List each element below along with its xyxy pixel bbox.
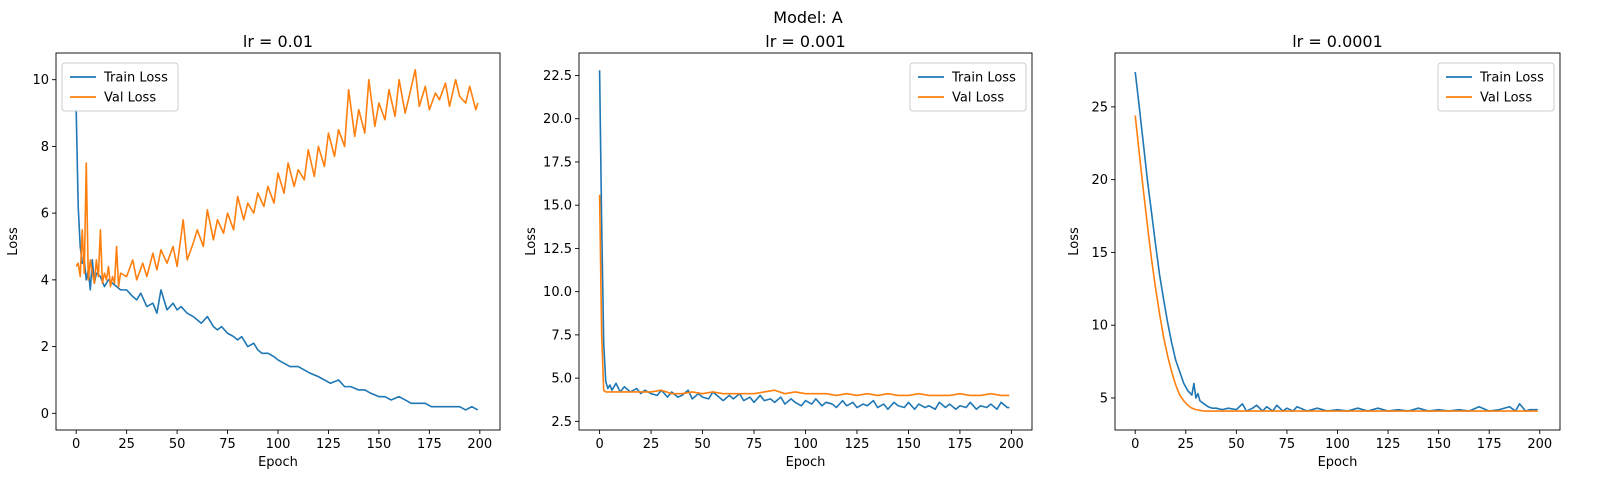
x-tick-label: 175 bbox=[417, 437, 442, 452]
legend-box bbox=[1437, 62, 1555, 112]
x-tick-label: 25 bbox=[643, 437, 660, 452]
y-tick-label: 17.5 bbox=[543, 155, 572, 170]
y-tick-label: 10.0 bbox=[543, 285, 572, 300]
chart-title: lr = 0.0001 bbox=[1292, 32, 1383, 51]
x-tick-label: 200 bbox=[467, 437, 492, 452]
series-line-train-loss bbox=[75, 109, 479, 411]
x-tick-label: 100 bbox=[1325, 437, 1350, 452]
legend: Train Loss Val Loss bbox=[909, 62, 1027, 112]
y-tick-label: 2.5 bbox=[551, 415, 572, 430]
x-tick-label: 100 bbox=[793, 437, 818, 452]
x-tick-label: 175 bbox=[1477, 437, 1502, 452]
legend-box bbox=[61, 62, 179, 112]
legend: Train Loss Val Loss bbox=[1437, 62, 1555, 112]
y-tick-label: 22.5 bbox=[543, 69, 572, 84]
y-tick-label: 4 bbox=[41, 273, 49, 288]
y-tick-label: 5.0 bbox=[551, 372, 572, 387]
x-tick-label: 0 bbox=[72, 437, 80, 452]
legend: Train Loss Val Loss bbox=[61, 62, 179, 112]
legend-label-val-loss: Val Loss bbox=[104, 91, 156, 106]
y-tick-label: 5 bbox=[1100, 391, 1108, 406]
chart-panel-1: lr = 0.01 0 25 50 75 100 125 150 175 200 0 2 4 6 8 10 Ep… bbox=[6, 32, 501, 470]
figure-suptitle: Model: A bbox=[773, 8, 843, 27]
series-line-val-loss bbox=[598, 194, 1010, 397]
x-tick-label: 125 bbox=[845, 437, 870, 452]
x-tick-label: 50 bbox=[694, 437, 711, 452]
x-tick-label: 150 bbox=[1426, 437, 1451, 452]
y-axis-label: Loss bbox=[1067, 227, 1082, 256]
chart-panel-3: lr = 0.0001 0 25 50 75 100 125 150 175 200 5 10 15 20… bbox=[1067, 32, 1561, 470]
x-tick-label: 50 bbox=[1228, 437, 1245, 452]
x-tick-label: 75 bbox=[219, 437, 236, 452]
x-tick-label: 75 bbox=[1279, 437, 1296, 452]
y-tick-label: 15 bbox=[1091, 246, 1108, 261]
x-tick-label: 25 bbox=[1178, 437, 1195, 452]
x-tick-label: 150 bbox=[366, 437, 391, 452]
series-line-val-loss bbox=[75, 68, 479, 288]
x-axis-label: Epoch bbox=[258, 455, 298, 470]
y-tick-label: 25 bbox=[1091, 100, 1108, 115]
y-axis-label: Loss bbox=[6, 227, 21, 256]
x-tick-label: 100 bbox=[266, 437, 291, 452]
x-tick-label: 75 bbox=[746, 437, 763, 452]
series-group bbox=[1134, 71, 1538, 412]
series-line-val-loss bbox=[1134, 115, 1538, 412]
y-tick-label: 20 bbox=[1091, 173, 1108, 188]
y-tick-label: 12.5 bbox=[543, 242, 572, 257]
x-tick-label: 200 bbox=[1527, 437, 1552, 452]
y-tick-label: 15.0 bbox=[543, 199, 572, 214]
x-tick-label: 200 bbox=[999, 437, 1024, 452]
legend-label-train-loss: Train Loss bbox=[1479, 71, 1544, 86]
series-group bbox=[75, 68, 479, 411]
legend-label-train-loss: Train Loss bbox=[951, 71, 1016, 86]
chart-panel-2: lr = 0.001 0 25 50 75 100 125 150 175 200 2.5 5.0 7.… bbox=[524, 32, 1033, 470]
y-tick-label: 8 bbox=[41, 140, 49, 155]
legend-label-val-loss: Val Loss bbox=[952, 91, 1004, 106]
legend-label-val-loss: Val Loss bbox=[1480, 91, 1532, 106]
x-tick-label: 0 bbox=[1131, 437, 1139, 452]
legend-box bbox=[909, 62, 1027, 112]
chart-title: lr = 0.01 bbox=[243, 32, 313, 51]
y-tick-label: 20.0 bbox=[543, 112, 572, 127]
series-line-train-loss bbox=[598, 70, 1010, 411]
y-axis-label: Loss bbox=[524, 227, 539, 256]
legend-label-train-loss: Train Loss bbox=[103, 71, 168, 86]
x-tick-label: 175 bbox=[948, 437, 973, 452]
x-tick-label: 25 bbox=[118, 437, 135, 452]
x-axis-label: Epoch bbox=[1318, 455, 1358, 470]
x-tick-label: 125 bbox=[1376, 437, 1401, 452]
y-tick-label: 10 bbox=[1091, 319, 1108, 334]
x-tick-label: 50 bbox=[169, 437, 186, 452]
x-tick-label: 0 bbox=[595, 437, 603, 452]
chart-title: lr = 0.001 bbox=[765, 32, 845, 51]
y-tick-label: 2 bbox=[41, 340, 49, 355]
chart-panels: lr = 0.010 25 50 75 100 125 150 175 2000246810Ep… bbox=[6, 32, 1561, 470]
y-tick-label: 10 bbox=[32, 73, 49, 88]
series-group bbox=[598, 70, 1010, 411]
x-axis-label: Epoch bbox=[786, 455, 826, 470]
y-tick-label: 0 bbox=[41, 407, 49, 422]
y-tick-label: 6 bbox=[41, 207, 49, 222]
x-tick-label: 125 bbox=[316, 437, 341, 452]
x-tick-label: 150 bbox=[896, 437, 921, 452]
y-tick-label: 7.5 bbox=[551, 328, 572, 343]
